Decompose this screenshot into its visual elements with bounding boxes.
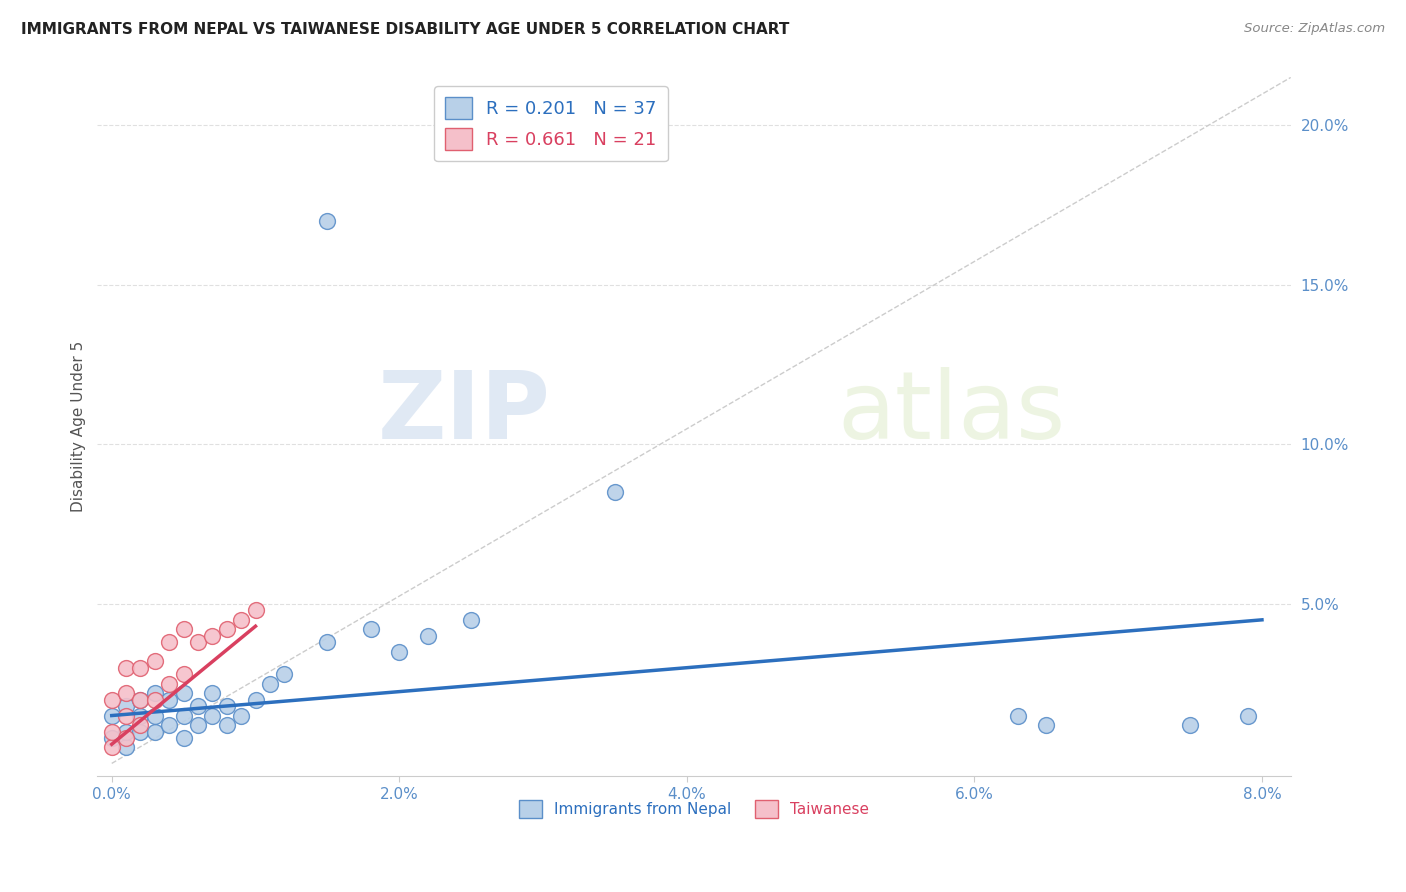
Point: [187, 718, 209, 732]
Point: [129, 708, 152, 723]
Point: [100, 708, 122, 723]
Point: [129, 724, 152, 739]
Point: [143, 692, 166, 706]
Point: [173, 686, 195, 700]
Point: [173, 731, 195, 745]
Point: [259, 676, 281, 690]
Point: [316, 214, 339, 228]
Point: [360, 623, 382, 637]
Y-axis label: Disability Age Under 5: Disability Age Under 5: [72, 341, 86, 512]
Point: [100, 724, 122, 739]
Text: Source: ZipAtlas.com: Source: ZipAtlas.com: [1244, 22, 1385, 36]
Point: [201, 708, 224, 723]
Point: [157, 718, 180, 732]
Point: [215, 698, 238, 713]
Text: IMMIGRANTS FROM NEPAL VS TAIWANESE DISABILITY AGE UNDER 5 CORRELATION CHART: IMMIGRANTS FROM NEPAL VS TAIWANESE DISAB…: [21, 22, 789, 37]
Point: [143, 708, 166, 723]
Point: [215, 718, 238, 732]
Point: [460, 613, 482, 627]
Point: [143, 686, 166, 700]
Point: [187, 698, 209, 713]
Point: [157, 635, 180, 649]
Point: [143, 724, 166, 739]
Text: atlas: atlas: [837, 367, 1066, 458]
Point: [143, 654, 166, 668]
Point: [129, 718, 152, 732]
Point: [1236, 708, 1258, 723]
Point: [157, 692, 180, 706]
Point: [115, 740, 138, 755]
Point: [187, 635, 209, 649]
Point: [388, 645, 411, 659]
Point: [215, 623, 238, 637]
Point: [231, 708, 253, 723]
Point: [115, 731, 138, 745]
Point: [115, 708, 138, 723]
Point: [129, 692, 152, 706]
Point: [1178, 718, 1201, 732]
Point: [1007, 708, 1029, 723]
Point: [416, 629, 439, 643]
Point: [245, 692, 267, 706]
Point: [100, 731, 122, 745]
Point: [129, 692, 152, 706]
Point: [201, 686, 224, 700]
Point: [173, 708, 195, 723]
Point: [115, 698, 138, 713]
Text: ZIP: ZIP: [378, 367, 551, 458]
Point: [115, 724, 138, 739]
Point: [115, 661, 138, 675]
Point: [245, 603, 267, 617]
Point: [231, 613, 253, 627]
Point: [201, 629, 224, 643]
Point: [603, 485, 626, 500]
Point: [100, 740, 122, 755]
Point: [100, 692, 122, 706]
Point: [173, 623, 195, 637]
Point: [1035, 718, 1057, 732]
Legend: Immigrants from Nepal, Taiwanese: Immigrants from Nepal, Taiwanese: [513, 794, 875, 824]
Point: [115, 686, 138, 700]
Point: [316, 635, 339, 649]
Point: [157, 676, 180, 690]
Point: [173, 667, 195, 681]
Point: [129, 661, 152, 675]
Point: [273, 667, 295, 681]
